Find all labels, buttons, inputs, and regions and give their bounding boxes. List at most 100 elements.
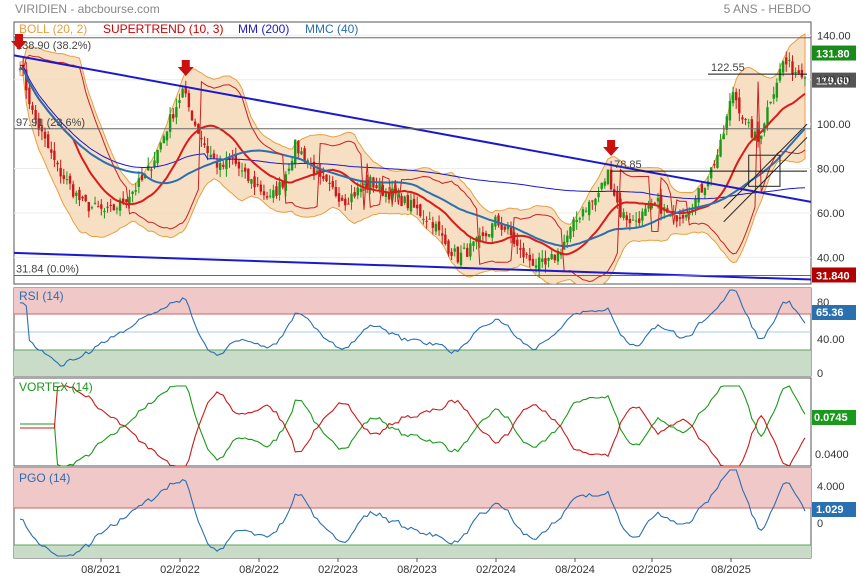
candle-body xyxy=(628,218,632,224)
candle-body xyxy=(71,184,75,197)
candle-body xyxy=(337,193,341,202)
candle-body xyxy=(303,148,306,162)
candle-body xyxy=(785,57,788,65)
pgo-label: PGO (14) xyxy=(19,471,70,485)
candle-body xyxy=(281,181,284,188)
candle-body xyxy=(168,114,172,132)
candle-body xyxy=(728,101,732,121)
candle-body xyxy=(541,258,544,262)
candle-body xyxy=(275,186,278,196)
candle-body xyxy=(218,163,222,170)
candle-body xyxy=(444,234,447,245)
legend-supertrend: SUPERTREND (10, 3) xyxy=(103,22,223,36)
candle-body xyxy=(588,201,591,216)
candle-body xyxy=(81,196,84,199)
candle-body xyxy=(78,189,81,201)
candle-body xyxy=(491,223,494,238)
price-badge xyxy=(812,45,856,61)
y-tick-label: 120.00 xyxy=(817,75,851,87)
candle-body xyxy=(803,77,807,79)
vortex-panel-frame xyxy=(13,377,812,467)
chart-source: VIRIDIEN - abcbourse.com xyxy=(15,2,160,16)
candle-body xyxy=(359,188,363,192)
candle-body xyxy=(516,239,519,246)
pgo-tick-4: 4.000 xyxy=(817,481,845,493)
x-tick-label: 08/2022 xyxy=(239,564,279,576)
candle-body xyxy=(544,258,547,265)
candle-body xyxy=(566,235,569,243)
bollinger-band xyxy=(19,32,806,284)
candle-body xyxy=(259,184,263,192)
candle-body xyxy=(603,181,607,186)
candle-body xyxy=(631,219,635,221)
candle-body xyxy=(65,179,69,181)
legend-boll: BOLL (20, 2) xyxy=(19,22,87,36)
candle-body xyxy=(162,136,166,144)
pgo-upper-zone xyxy=(14,468,811,508)
candle-body xyxy=(222,164,225,167)
candle-body xyxy=(675,215,678,222)
candle-body xyxy=(415,204,419,209)
candle-body xyxy=(156,149,159,164)
candle-body xyxy=(240,170,244,172)
price-annotation-label: 122.55 xyxy=(711,62,745,74)
candle-body xyxy=(59,167,62,177)
candle-body xyxy=(725,116,729,130)
candle-body xyxy=(375,185,378,188)
candle-body xyxy=(300,151,303,155)
candle-body xyxy=(634,220,638,222)
candle-body xyxy=(697,188,700,203)
candle-body xyxy=(390,188,394,199)
candle-body xyxy=(459,252,463,266)
rsi-label: RSI (14) xyxy=(19,289,64,303)
candle-body xyxy=(412,198,416,208)
fibonacci-level-label: 31.84 (0.0%) xyxy=(16,263,79,275)
candle-body xyxy=(159,142,162,150)
candle-body xyxy=(581,209,585,217)
candle-body xyxy=(597,192,600,198)
candle-body xyxy=(609,169,613,190)
candle-body xyxy=(347,203,350,205)
candle-body xyxy=(140,174,144,180)
candle-body xyxy=(578,218,582,220)
candle-body xyxy=(553,254,557,261)
candle-body xyxy=(466,247,469,257)
candle-body xyxy=(431,222,435,228)
candle-body xyxy=(403,196,406,203)
candle-body xyxy=(713,164,716,166)
candle-body xyxy=(93,202,97,204)
candle-body xyxy=(716,154,719,168)
candle-body xyxy=(788,59,791,61)
candle-body xyxy=(478,235,481,242)
candle-body xyxy=(519,248,522,250)
candle-body xyxy=(703,187,707,196)
x-tick-label: 02/2023 xyxy=(318,564,358,576)
legend-mmc40: MMC (40) xyxy=(305,22,358,36)
x-tick-label: 02/2022 xyxy=(160,564,200,576)
candle-body xyxy=(434,223,438,232)
candle-body xyxy=(462,247,466,249)
candle-body xyxy=(115,208,119,210)
candle-body xyxy=(353,192,356,197)
candle-body xyxy=(181,88,184,98)
candle-body xyxy=(209,154,212,158)
candle-body xyxy=(453,248,456,252)
sell-signal-arrow xyxy=(177,60,194,76)
candle-body xyxy=(250,179,253,184)
candle-body xyxy=(175,107,178,118)
candle-body xyxy=(500,223,503,230)
candle-body xyxy=(753,131,757,141)
candle-body xyxy=(625,215,628,221)
candle-body xyxy=(43,131,47,139)
candle-body xyxy=(556,250,560,262)
x-tick-label: 08/2024 xyxy=(555,564,595,576)
candle-body xyxy=(769,101,772,104)
candle-body xyxy=(613,189,616,196)
candle-body xyxy=(56,162,59,165)
price-badge xyxy=(812,72,856,88)
candle-body xyxy=(84,194,87,202)
candle-body xyxy=(731,92,735,104)
candle-body xyxy=(243,167,247,172)
candle-body xyxy=(419,204,422,217)
